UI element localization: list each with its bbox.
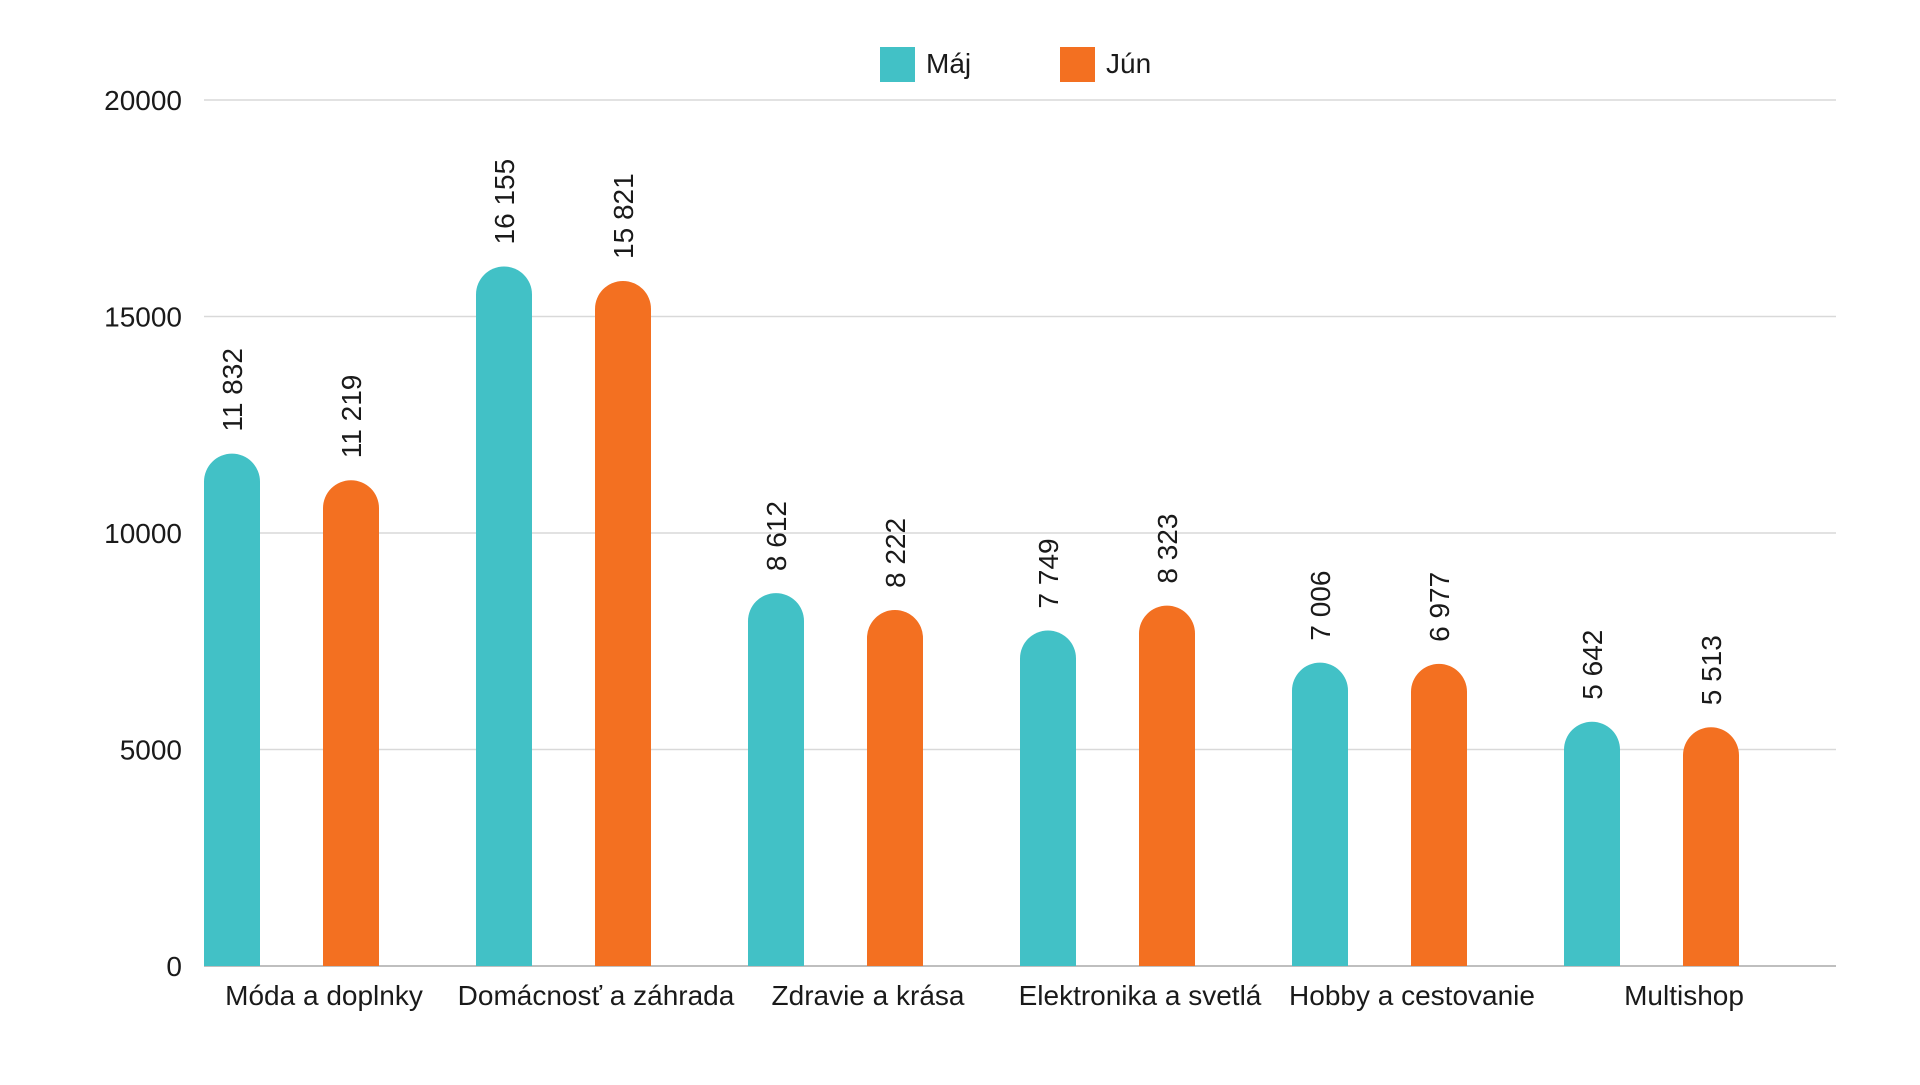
data-label: 15 821 [608, 173, 639, 259]
data-label: 8 612 [761, 501, 792, 571]
labels-layer: 0 5000 10000 15000 20000 11 832 11 219 Móda a d… [104, 85, 1744, 1011]
bar-jun-4[interactable] [1411, 663, 1467, 966]
y-tick-label: 0 [166, 951, 182, 982]
legend[interactable]: Máj Jún [880, 47, 1151, 82]
bar-maj-3[interactable] [1020, 630, 1076, 966]
data-label: 6 977 [1424, 572, 1455, 642]
bar-maj-4[interactable] [1292, 662, 1348, 966]
bar-jun-3[interactable] [1139, 605, 1195, 966]
y-tick-label: 10000 [104, 518, 182, 549]
data-label: 5 642 [1577, 630, 1608, 700]
bar-jun-5[interactable] [1683, 727, 1739, 966]
data-label: 7 006 [1305, 571, 1336, 641]
legend-label-maj[interactable]: Máj [926, 48, 971, 79]
bar-jun-2[interactable] [867, 609, 923, 966]
data-label: 11 832 [217, 348, 248, 432]
bar-jun-0[interactable] [323, 480, 380, 966]
bar-maj-2[interactable] [748, 593, 804, 966]
bars-layer [204, 266, 1739, 966]
data-label: 11 219 [336, 375, 367, 459]
y-tick-label: 5000 [120, 735, 182, 766]
data-label: 5 513 [1696, 635, 1727, 705]
data-label: 7 749 [1033, 538, 1064, 608]
x-tick-label: Multishop [1624, 980, 1744, 1011]
y-tick-label: 20000 [104, 85, 182, 116]
x-tick-label: Zdravie a krása [772, 980, 965, 1011]
legend-swatch-jun[interactable] [1060, 47, 1095, 82]
bar-maj-5[interactable] [1564, 721, 1620, 966]
x-tick-label: Domácnosť a záhrada [458, 980, 735, 1011]
bar-maj-1[interactable] [476, 266, 532, 966]
x-tick-label: Móda a doplnky [225, 980, 423, 1011]
legend-label-jun[interactable]: Jún [1106, 48, 1151, 79]
data-label: 8 222 [880, 518, 911, 588]
y-tick-label: 15000 [104, 302, 182, 333]
bar-jun-1[interactable] [595, 280, 651, 966]
data-label: 8 323 [1152, 514, 1183, 584]
x-tick-label: Elektronika a svetlá [1019, 980, 1262, 1011]
legend-swatch-maj[interactable] [880, 47, 915, 82]
bar-maj-0[interactable] [204, 453, 260, 966]
x-tick-label: Hobby a cestovanie [1289, 980, 1535, 1011]
data-label: 16 155 [489, 159, 520, 245]
